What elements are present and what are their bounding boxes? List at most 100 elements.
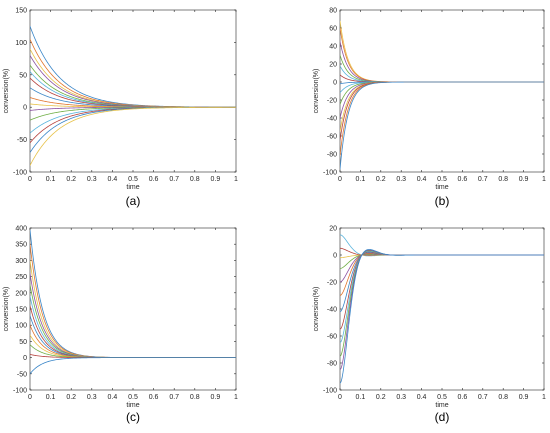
y-tick-label: 0: [333, 80, 337, 87]
y-tick-label: -100: [323, 388, 337, 395]
y-axis-label: conversion(%): [3, 287, 10, 332]
x-tick-label: 0.8: [190, 394, 200, 401]
x-tick-label: 0.4: [108, 394, 118, 401]
chart-panel: 0 0.1 0.2 0.3 0.4 0.5 0.6 0.7 0.8 0.9 1 -100 -80 -60 -…: [313, 226, 546, 425]
y-tick-label: 150: [15, 8, 27, 15]
x-tick-label: 0: [28, 394, 32, 401]
series-line: [30, 357, 236, 375]
x-tick-label: 0.8: [498, 394, 508, 401]
series-group: [30, 229, 236, 375]
y-tick-label: -40: [327, 116, 337, 123]
x-tick-label: 0.7: [169, 394, 179, 401]
x-tick-label: 0.5: [128, 176, 138, 183]
y-tick-label: 40: [329, 44, 337, 51]
y-tick-label: 300: [15, 258, 27, 265]
y-tick-label: -50: [17, 371, 27, 378]
x-tick-label: 0.6: [149, 176, 159, 183]
y-tick-label: 50: [19, 72, 27, 79]
y-tick-label: -60: [327, 334, 337, 341]
x-axis-label: time: [435, 184, 448, 191]
x-tick-label: 0.9: [211, 394, 221, 401]
y-tick-label: -100: [323, 170, 337, 177]
x-tick-label: 0.1: [46, 394, 56, 401]
y-tick-label: 0: [23, 355, 27, 362]
x-tick-label: 1: [234, 176, 238, 183]
x-tick-label: 0.7: [478, 176, 488, 183]
y-axis-label: conversion(%): [313, 287, 320, 332]
x-tick-label: 1: [542, 394, 546, 401]
chart-panel: 0 0.1 0.2 0.3 0.4 0.5 0.6 0.7 0.8 0.9 1 -100 -50 0 50 1…: [3, 226, 238, 425]
x-tick-label: 0.4: [417, 394, 427, 401]
y-tick-label: 200: [15, 290, 27, 297]
x-tick-label: 0.2: [376, 176, 386, 183]
y-tick-label: -100: [13, 170, 27, 177]
x-tick-label: 0.3: [87, 394, 97, 401]
x-tick-label: 0.6: [149, 394, 159, 401]
x-tick-label: 0.3: [396, 176, 406, 183]
y-tick-label: 20: [329, 62, 337, 69]
y-tick-label: -50: [17, 137, 27, 144]
x-tick-label: 0.6: [458, 394, 468, 401]
x-axis-label: time: [126, 402, 139, 409]
series-group: [340, 20, 544, 170]
x-tick-label: 0.7: [169, 176, 179, 183]
x-tick-label: 0.6: [458, 176, 468, 183]
y-tick-label: 60: [329, 26, 337, 33]
series-group: [30, 26, 236, 166]
y-tick-label: 350: [15, 242, 27, 249]
y-tick-label: -20: [327, 98, 337, 105]
chart-panel: 0 0.1 0.2 0.3 0.4 0.5 0.6 0.7 0.8 0.9 1 -100 -80 -60 -…: [313, 8, 546, 209]
x-axis-label: time: [126, 184, 139, 191]
x-tick-label: 0.5: [437, 176, 447, 183]
x-tick-label: 1: [234, 394, 238, 401]
series-group: [340, 234, 544, 384]
y-tick-label: -100: [13, 388, 27, 395]
y-tick-label: 100: [15, 40, 27, 47]
x-axis-label: time: [435, 402, 448, 409]
x-tick-label: 0.3: [396, 394, 406, 401]
y-tick-label: 250: [15, 274, 27, 281]
x-tick-label: 0.1: [356, 394, 366, 401]
plot-frame: [29, 227, 237, 391]
x-tick-label: 0.8: [498, 176, 508, 183]
series-line: [30, 106, 236, 166]
x-tick-label: 0: [28, 176, 32, 183]
x-tick-label: 0.5: [437, 394, 447, 401]
y-tick-label: -20: [327, 280, 337, 287]
x-tick-label: 0.9: [211, 176, 221, 183]
x-tick-label: 1: [542, 176, 546, 183]
y-tick-label: -80: [327, 361, 337, 368]
x-tick-label: 0.3: [87, 176, 97, 183]
y-axis-label: conversion(%): [313, 69, 320, 114]
plot-frame: [339, 9, 545, 173]
y-tick-label: 0: [23, 105, 27, 112]
y-tick-label: 150: [15, 307, 27, 314]
y-tick-label: 50: [19, 339, 27, 346]
panel-label: (a): [126, 194, 141, 208]
chart-panel: 0 0.1 0.2 0.3 0.4 0.5 0.6 0.7 0.8 0.9 1 -100 -50 0 50 1…: [3, 8, 238, 209]
y-tick-label: 20: [329, 226, 337, 233]
y-axis-label: conversion(%): [3, 69, 10, 114]
panel-label: (b): [435, 194, 450, 208]
x-tick-label: 0: [338, 176, 342, 183]
panel-label: (c): [126, 410, 140, 424]
series-line: [340, 249, 544, 384]
x-tick-label: 0.1: [46, 176, 56, 183]
x-tick-label: 0.7: [478, 394, 488, 401]
x-tick-label: 0.2: [376, 394, 386, 401]
y-tick-label: 80: [329, 8, 337, 15]
plot-frame: [29, 9, 237, 173]
x-tick-label: 0.1: [356, 176, 366, 183]
x-tick-label: 0.4: [417, 176, 427, 183]
y-tick-label: -80: [327, 152, 337, 159]
x-tick-label: 0.2: [66, 176, 76, 183]
x-tick-label: 0.2: [66, 394, 76, 401]
x-tick-label: 0.5: [128, 394, 138, 401]
x-tick-label: 0.4: [108, 176, 118, 183]
y-tick-label: -60: [327, 134, 337, 141]
x-tick-label: 0.9: [519, 176, 529, 183]
x-tick-label: 0: [338, 394, 342, 401]
y-tick-label: 400: [15, 226, 27, 233]
x-tick-label: 0.8: [190, 176, 200, 183]
